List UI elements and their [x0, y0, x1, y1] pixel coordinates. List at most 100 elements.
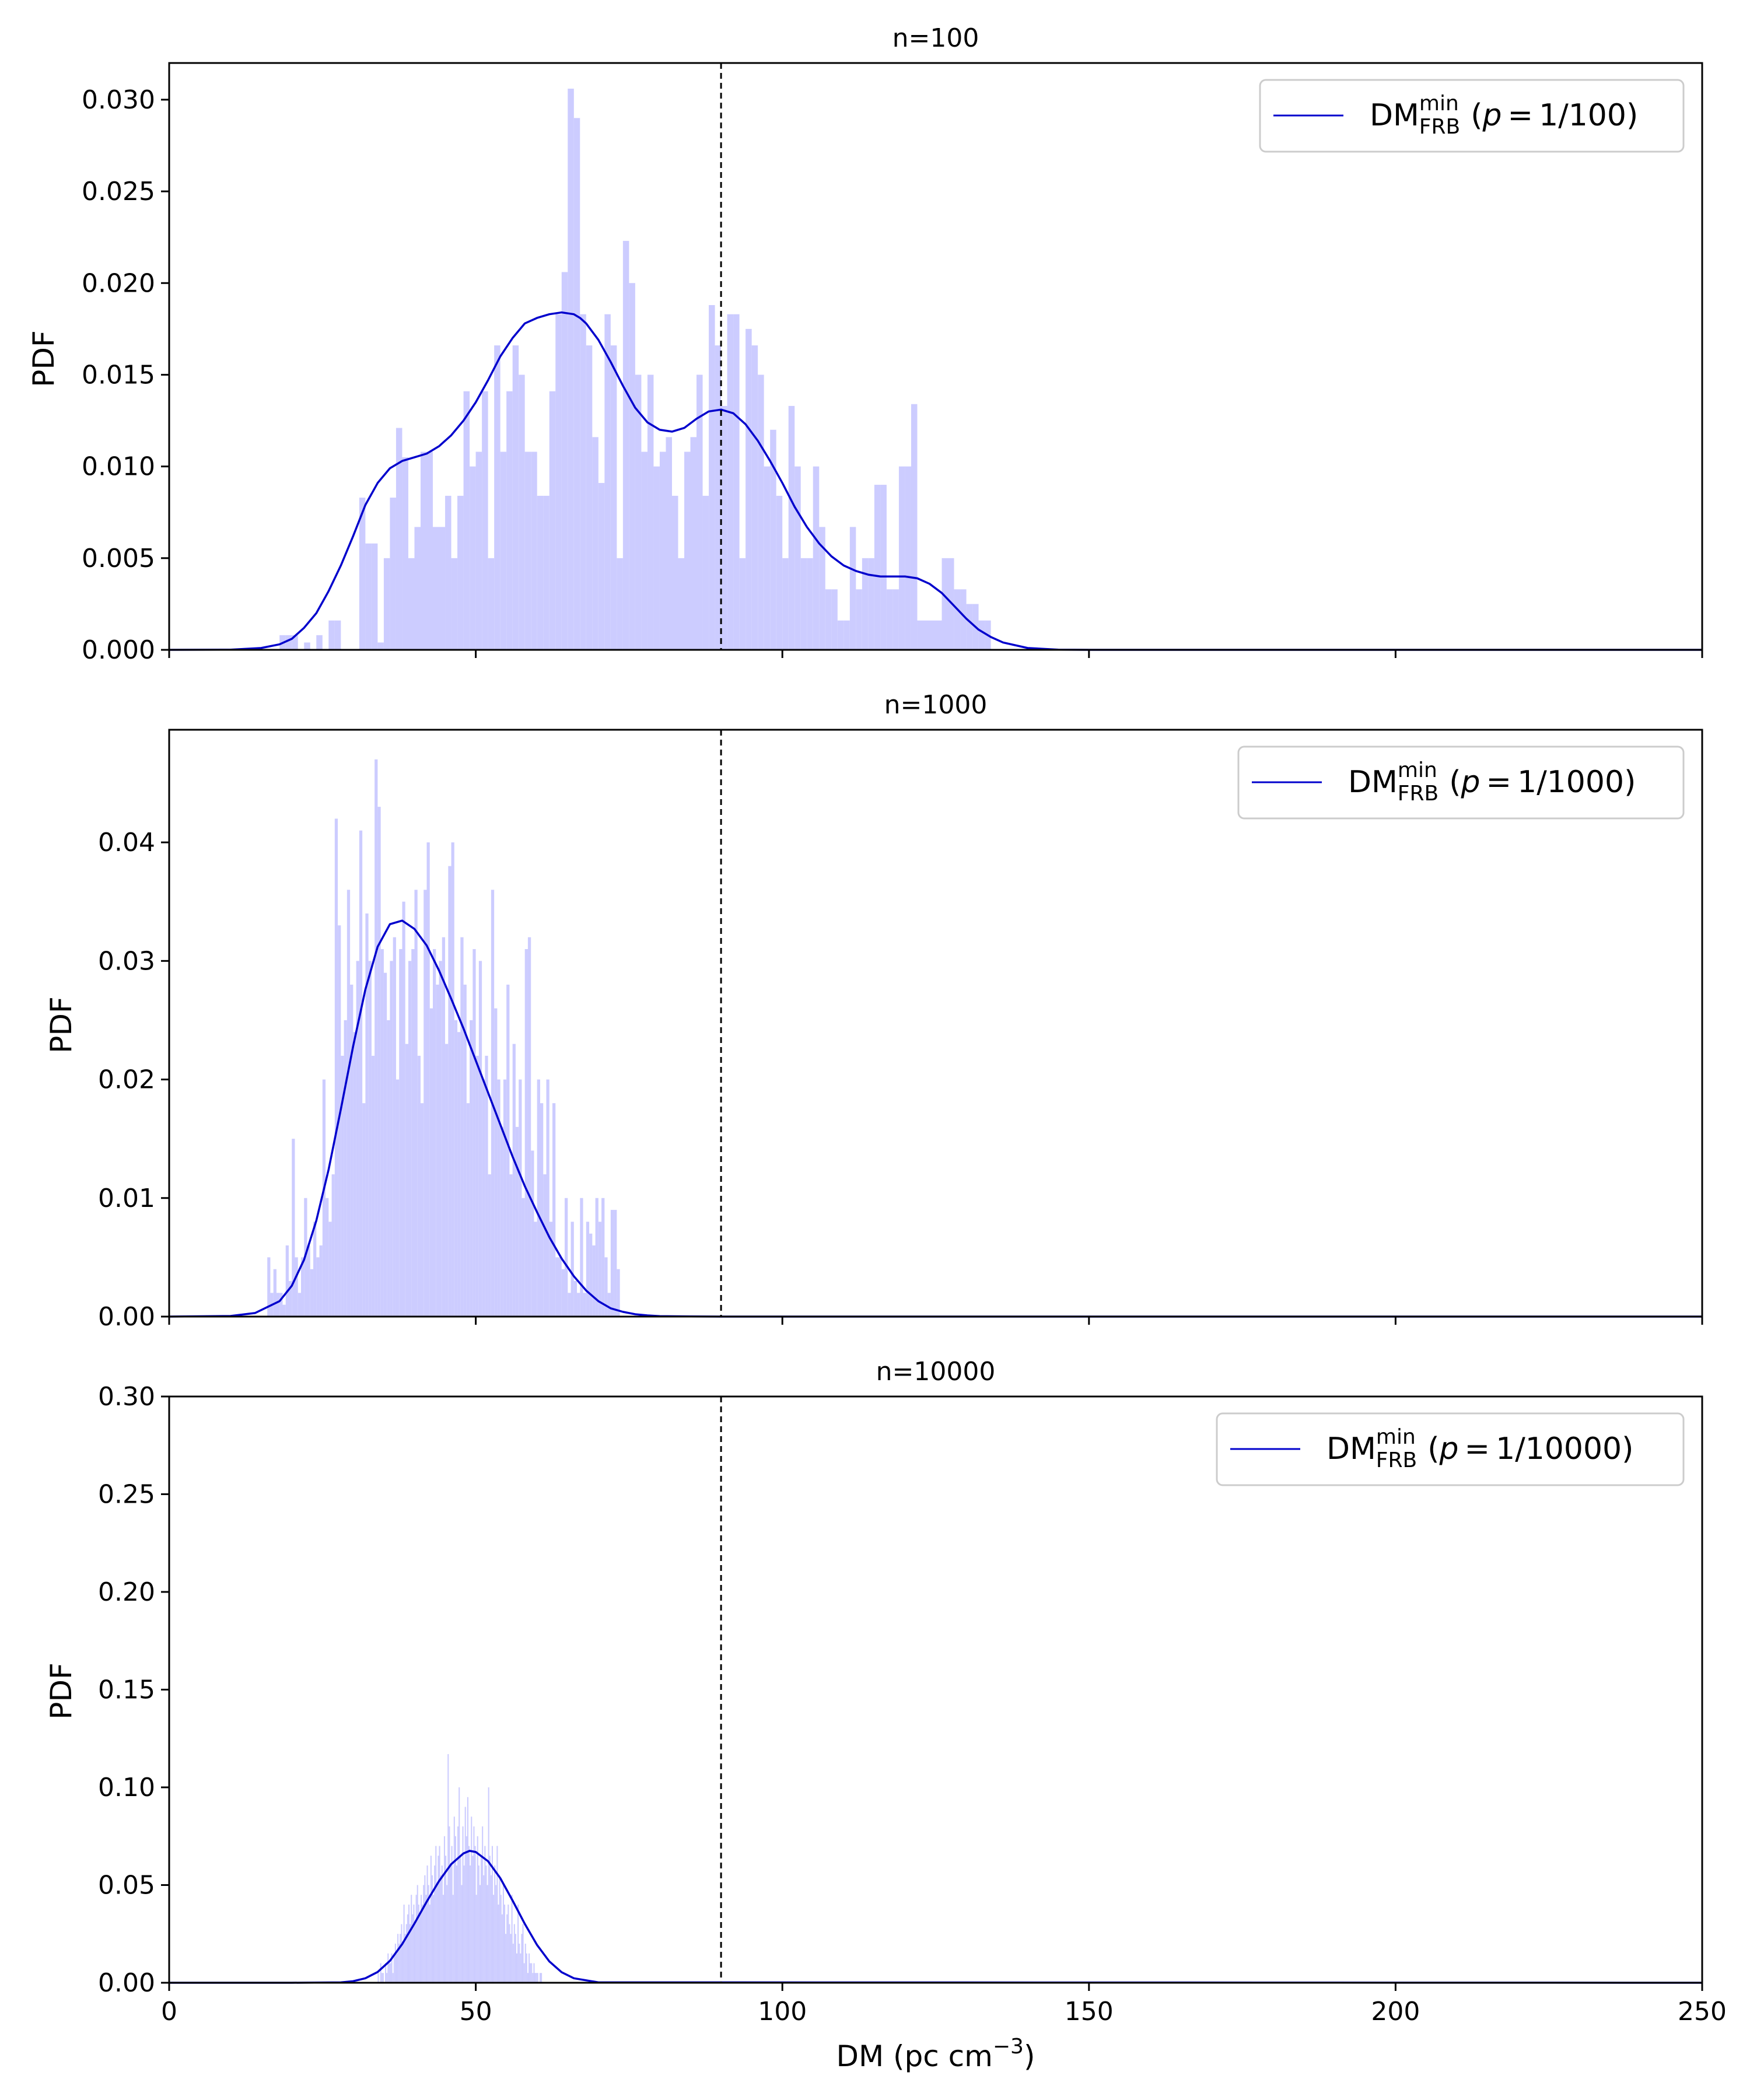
histogram-bar — [527, 1973, 528, 1983]
histogram-bar — [715, 345, 722, 650]
histogram-bar — [911, 404, 918, 650]
histogram-bar — [414, 1924, 416, 1983]
histogram-bar — [807, 558, 813, 650]
histogram-bar — [561, 272, 568, 650]
histogram-bar — [457, 1032, 461, 1317]
histogram-bar — [513, 1924, 515, 1983]
y-tick-label: 0.000 — [82, 635, 155, 665]
histogram-bar — [500, 1895, 502, 1983]
y-tick-label: 0.05 — [98, 1871, 155, 1901]
histogram-bar — [592, 1245, 596, 1317]
histogram-bar — [622, 240, 629, 650]
histogram-bar — [635, 374, 642, 650]
x-axis-label-superscript: −3 — [993, 2035, 1024, 2059]
y-tick-label: 0.10 — [98, 1773, 155, 1803]
histogram-bar — [532, 1973, 534, 1983]
histogram-bar — [448, 866, 452, 1317]
histogram-bar — [629, 283, 635, 650]
histogram-bar — [445, 495, 452, 650]
histogram-bar — [304, 642, 310, 650]
histogram-bar — [500, 452, 507, 650]
histogram-bar — [555, 314, 562, 650]
histogram-bar — [279, 1293, 283, 1317]
histogram-bar — [475, 452, 482, 650]
histogram-bar — [400, 1934, 401, 1983]
panel-2-y-ticks: 0.00 0.01 0.02 0.03 0.04 — [98, 828, 169, 1332]
histogram-bar — [549, 1222, 552, 1317]
histogram-bar — [819, 527, 825, 650]
x-tick-label: 50 — [460, 1997, 492, 2027]
histogram-bar — [385, 1963, 387, 1983]
histogram-bar — [524, 452, 531, 650]
legend-paren-close: ) — [1622, 1432, 1633, 1466]
histogram-bar — [420, 1895, 422, 1983]
histogram-bar — [454, 1836, 456, 1983]
histogram-bar — [671, 495, 678, 650]
histogram-bar — [886, 589, 893, 650]
histogram-bar — [837, 620, 844, 650]
histogram-bar — [499, 1875, 501, 1983]
histogram-bar — [449, 1826, 450, 1983]
panel-3-y-ticks: 0.00 0.05 0.10 0.15 0.20 0.25 0.30 — [98, 1382, 169, 1998]
histogram-bar — [751, 345, 758, 650]
histogram-bar — [570, 1222, 574, 1317]
histogram-bar — [523, 1963, 525, 1983]
y-tick-label: 0.00 — [98, 1302, 155, 1332]
histogram-bar — [522, 1198, 525, 1317]
histogram-bar — [892, 589, 899, 650]
histogram-bar — [484, 1846, 486, 1983]
histogram-bar — [393, 937, 396, 1317]
histogram-bar — [450, 1866, 452, 1983]
x-axis-label-main: DM (pc cm — [836, 2039, 993, 2073]
legend-subscript-frb: FRB — [1398, 782, 1438, 806]
legend-dm: DM — [1370, 98, 1419, 133]
histogram-bar — [463, 984, 467, 1317]
panel-2-legend[interactable]: DMmin FRB (p = 1/1000) — [1237, 746, 1685, 820]
histogram-bar — [377, 642, 384, 650]
histogram-bar — [494, 345, 501, 650]
histogram-bar — [422, 1905, 424, 1983]
histogram-bar — [470, 1020, 473, 1317]
histogram-bar — [601, 1198, 605, 1317]
panel-1-legend[interactable]: DMmin FRB (p = 1/100) — [1259, 79, 1685, 153]
histogram-bar — [739, 558, 746, 650]
panel-3-kde — [169, 1850, 1703, 1984]
histogram-bar — [356, 961, 359, 1317]
histogram-bar — [398, 1944, 400, 1983]
histogram-bar — [531, 1150, 534, 1317]
legend-dm: DM — [1326, 1432, 1376, 1466]
legend-paren-open: ( — [1471, 98, 1482, 133]
histogram-bar — [410, 1924, 411, 1983]
legend-p-value: 1/1000 — [1517, 765, 1624, 800]
histogram-bar — [285, 1245, 289, 1317]
x-tick-label: 200 — [1371, 1997, 1420, 2027]
histogram-bar — [439, 961, 442, 1317]
legend-subscript-frb: FRB — [1419, 115, 1460, 139]
histogram-bar — [417, 1055, 421, 1317]
y-tick-label: 0.02 — [98, 1065, 155, 1095]
histogram-bar — [394, 1944, 396, 1983]
histogram-bar — [482, 391, 488, 650]
histogram-bar — [467, 1797, 468, 1983]
histogram-bar — [451, 558, 458, 650]
y-tick-label: 0.04 — [98, 828, 155, 858]
histogram-bar — [505, 1934, 507, 1983]
histogram-bar — [328, 1222, 332, 1317]
histogram-bar — [423, 1885, 425, 1983]
histogram-bar — [390, 961, 393, 1317]
histogram-bar — [868, 558, 874, 650]
x-axis-label-close: ) — [1024, 2039, 1035, 2073]
histogram-bar — [508, 1905, 509, 1983]
panel-2-legend-label: DMmin FRB (p = 1/1000) — [1348, 758, 1636, 806]
histogram-bar — [371, 1055, 375, 1317]
histogram-bar — [462, 1826, 464, 1983]
panel-2-title: n=1000 — [884, 690, 988, 720]
panel-3-legend[interactable]: DMmin FRB (p = 1/10000) — [1216, 1412, 1685, 1486]
histogram-bar — [874, 485, 881, 650]
histogram-bar — [586, 345, 593, 650]
histogram-bar — [331, 1174, 335, 1317]
histogram-bar — [565, 1198, 568, 1317]
histogram-bar — [509, 1174, 513, 1317]
y-tick-label: 0.005 — [82, 544, 155, 573]
